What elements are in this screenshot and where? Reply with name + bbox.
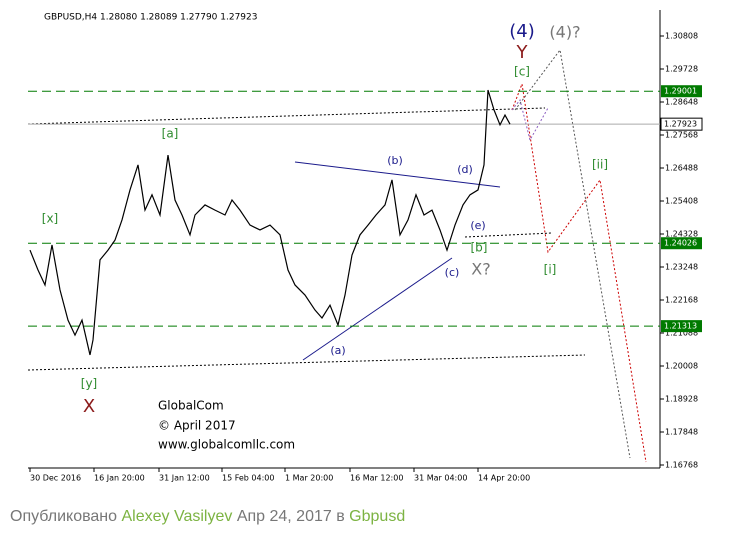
y-tick-label: 1.17848 [665,428,698,437]
x-tick-label: 14 Apr 20:00 [478,474,530,483]
watermark: GlobalCom [158,399,224,413]
wave-label: [y] [81,377,97,391]
wave-label: (c) [445,266,460,279]
wave-label: (a) [330,344,345,357]
wave-label: (4)? [549,23,580,42]
wave-label: [i] [544,263,557,277]
trend-line [302,257,453,361]
level-label-box [661,85,702,98]
wave-label: [a] [162,127,179,141]
x-tick-label: 15 Feb 04:00 [222,474,274,483]
level-label-box [661,320,702,333]
forecast-path [511,82,647,463]
watermark: www.globalcomllc.com [158,438,295,452]
x-tick-label: 16 Jan 20:00 [94,474,145,483]
x-tick-label: 30 Dec 2016 [30,474,81,483]
price-line [29,89,511,356]
y-tick-label: 1.21088 [665,329,698,338]
x-tick-label: 31 Jan 12:00 [159,474,210,483]
y-tick-label: 1.24328 [665,230,698,239]
level-label: 1.29001 [664,87,697,96]
caption-prefix: Опубликовано [10,508,118,525]
y-tick-label: 1.25408 [665,197,698,206]
wave-label: [ii] [592,158,608,172]
wave-label: (4) [509,21,535,42]
y-tick-label: 1.28648 [665,98,698,107]
caption: Опубликовано Alexey Vasilyev Апр 24, 201… [10,508,405,526]
wave-label: X [83,396,95,417]
chart: GBPUSD,H4 1.28080 1.28089 1.27790 1.2792… [0,0,729,500]
wave-label: [c] [514,65,530,79]
y-tick-label: 1.16768 [665,461,698,470]
x-tick-label: 16 Mar 12:00 [350,474,403,483]
trend-line [294,161,501,188]
wave-label: Y [516,42,529,63]
y-tick-label: 1.27568 [665,131,698,140]
level-label: 1.21313 [664,322,697,331]
channel-line [27,354,586,371]
watermark: © April 2017 [158,419,236,433]
level-label: 1.24026 [664,239,697,248]
author-link[interactable]: Alexey Vasilyev [121,508,233,525]
y-tick-label: 1.22168 [665,296,698,305]
current-price-label: 1.27923 [664,120,697,129]
wave-label: (d) [457,163,473,176]
current-price-box [660,117,703,131]
wave-label: [x] [42,212,58,226]
y-tick-label: 1.23248 [665,263,698,272]
y-tick-label: 1.26488 [665,164,698,173]
level-label-box [661,237,702,250]
x-tick-label: 1 Mar 20:00 [285,474,333,483]
chart-title: GBPUSD,H4 1.28080 1.28089 1.27790 1.2792… [44,13,257,23]
background [0,0,729,500]
y-tick-label: 1.30808 [665,32,698,41]
wave-label: X? [471,260,490,279]
wave-label: [b] [471,241,488,255]
channel-line [464,232,553,238]
caption-date: Апр 24, 2017 в [236,508,345,525]
forecast-path [514,48,631,459]
y-tick-label: 1.18928 [665,395,698,404]
y-tick-label: 1.29728 [665,65,698,74]
instrument-link[interactable]: Gbpusd [349,508,406,525]
wave-label: (b) [387,154,403,167]
y-tick-label: 1.20008 [665,362,698,371]
wave-label: (e) [470,219,485,232]
x-tick-label: 31 Mar 04:00 [414,474,467,483]
